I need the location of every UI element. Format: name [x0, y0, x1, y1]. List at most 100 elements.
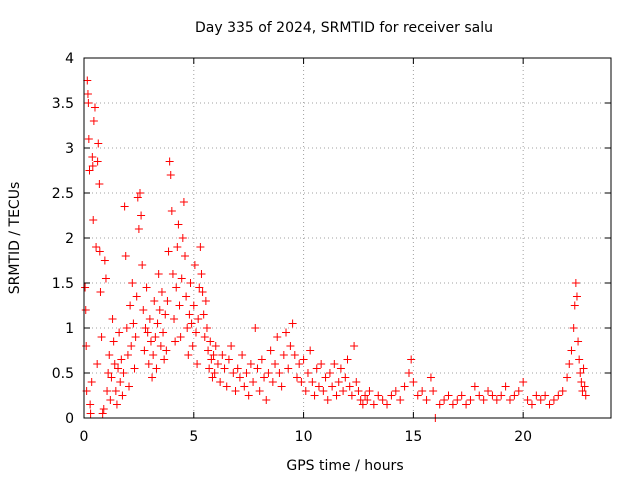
data-point	[121, 252, 130, 260]
gridlines	[84, 58, 611, 418]
data-point	[81, 306, 90, 314]
data-point	[150, 297, 159, 305]
data-point	[194, 315, 203, 323]
data-point	[292, 373, 301, 382]
y-tick-label: 2.5	[52, 186, 74, 202]
data-point	[240, 382, 249, 391]
data-point	[108, 315, 117, 323]
data-point	[122, 324, 131, 332]
data-point	[378, 396, 387, 404]
data-point	[549, 396, 558, 404]
data-point	[182, 292, 191, 301]
data-point	[160, 355, 169, 364]
y-tick-label: 3	[65, 141, 74, 157]
data-point	[172, 283, 181, 292]
data-point	[235, 373, 244, 382]
data-point	[220, 364, 229, 373]
data-point	[575, 355, 584, 364]
data-point	[396, 396, 405, 404]
data-point	[84, 135, 93, 143]
data-point	[231, 387, 240, 395]
data-point	[213, 360, 222, 368]
data-point	[204, 346, 213, 355]
data-point	[400, 382, 409, 391]
data-point	[297, 378, 306, 386]
data-point	[116, 378, 125, 386]
data-point	[563, 373, 572, 382]
data-point	[341, 373, 350, 382]
data-point	[93, 157, 102, 166]
data-point	[358, 400, 367, 409]
data-point	[453, 396, 462, 404]
data-point	[255, 387, 264, 395]
data-points	[81, 76, 590, 422]
data-point	[131, 333, 140, 341]
data-point	[151, 333, 160, 341]
data-point	[96, 288, 105, 296]
data-point	[155, 306, 164, 314]
data-point	[369, 400, 378, 409]
data-point	[200, 333, 209, 341]
data-point	[572, 292, 581, 301]
y-tick-label: 0	[65, 411, 74, 427]
data-point	[565, 360, 574, 368]
data-point	[93, 360, 102, 368]
data-point	[323, 396, 332, 404]
data-point	[347, 391, 356, 400]
data-point	[156, 342, 165, 350]
data-point	[90, 103, 99, 112]
data-point	[89, 117, 98, 125]
data-point	[249, 378, 258, 386]
data-point	[418, 387, 427, 395]
data-point	[148, 373, 157, 382]
data-point	[175, 301, 184, 310]
data-point	[354, 387, 363, 395]
data-point	[242, 369, 251, 377]
data-point	[310, 391, 319, 400]
data-point	[87, 378, 96, 386]
data-point	[125, 382, 134, 391]
data-point	[88, 153, 97, 161]
data-point	[159, 328, 168, 337]
data-point	[191, 328, 200, 337]
data-point	[137, 211, 146, 220]
data-point	[141, 324, 150, 332]
data-point	[409, 378, 418, 386]
data-point	[144, 360, 153, 368]
data-point	[387, 391, 396, 400]
data-point	[457, 391, 466, 400]
data-point	[83, 76, 92, 85]
data-point	[127, 342, 136, 350]
data-point	[577, 378, 586, 386]
data-point	[162, 346, 171, 355]
data-point	[268, 378, 277, 386]
data-point	[286, 342, 295, 350]
data-point	[188, 342, 197, 350]
data-point	[110, 360, 119, 368]
data-point	[574, 337, 583, 346]
data-point	[227, 342, 236, 350]
data-point	[139, 306, 148, 314]
data-point	[578, 387, 587, 395]
data-point	[218, 351, 227, 359]
data-point	[279, 351, 288, 359]
data-point	[383, 400, 392, 409]
data-point	[266, 346, 275, 355]
data-point	[205, 364, 214, 373]
data-point	[114, 364, 123, 373]
data-point	[135, 189, 144, 197]
data-point	[264, 369, 273, 377]
data-point	[134, 225, 143, 233]
data-point	[112, 400, 121, 409]
data-point	[189, 301, 198, 310]
data-point	[288, 319, 297, 328]
data-point	[95, 247, 104, 256]
data-point	[111, 387, 120, 395]
data-point	[325, 369, 334, 377]
data-point	[570, 301, 579, 310]
data-point	[581, 391, 590, 400]
data-point	[282, 328, 291, 337]
data-point	[440, 396, 449, 404]
data-point	[178, 234, 187, 242]
